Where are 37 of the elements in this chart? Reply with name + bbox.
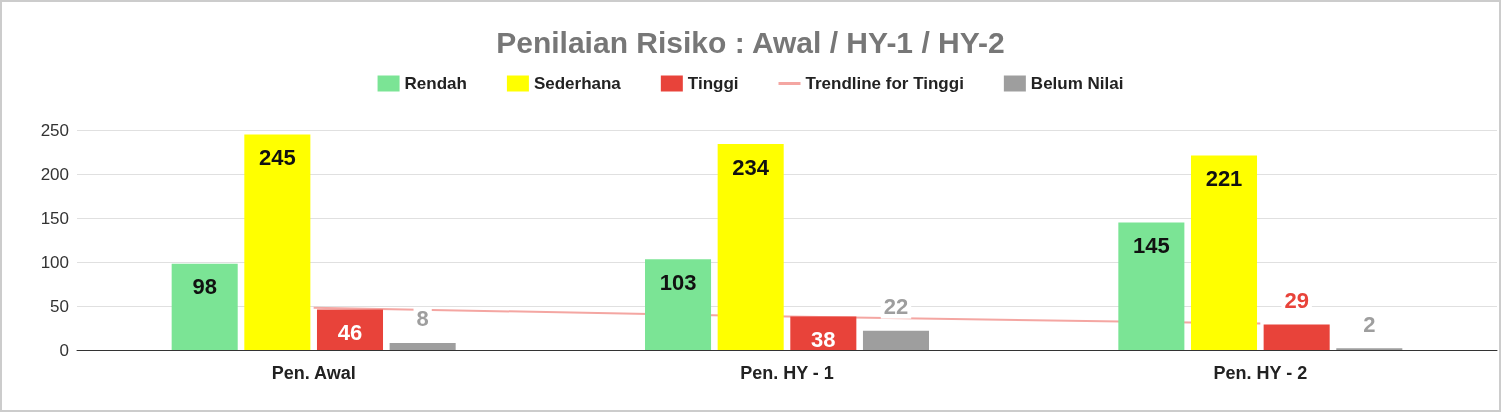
bar <box>244 134 311 350</box>
legend-label: Rendah <box>404 74 467 93</box>
x-tick-label: Pen. HY - 1 <box>740 363 834 383</box>
data-label: 234 <box>732 154 770 180</box>
y-tick-label: 250 <box>40 120 69 140</box>
bar <box>1263 324 1330 350</box>
bar <box>171 263 238 350</box>
y-tick-label: 200 <box>40 164 69 184</box>
data-label: 22 <box>883 294 909 320</box>
legend-label: Belum Nilai <box>1030 74 1124 93</box>
data-label: 221 <box>1205 166 1243 192</box>
y-tick-label: 150 <box>40 208 69 228</box>
x-tick-label: Pen. Awal <box>271 363 356 383</box>
bar <box>645 259 712 350</box>
bar <box>1190 155 1258 350</box>
x-tick-label: Pen. HY - 2 <box>1213 363 1308 383</box>
legend-label: Trendline for Tinggi <box>805 74 964 93</box>
y-tick-label: 50 <box>50 296 69 316</box>
data-label: 245 <box>258 144 296 170</box>
bar <box>316 309 384 350</box>
data-label: 103 <box>659 269 697 295</box>
data-label: 98 <box>192 274 217 300</box>
data-label: 8 <box>416 306 429 332</box>
data-label: 38 <box>811 327 836 353</box>
y-tick-label: 100 <box>40 252 69 272</box>
legend-label: Tinggi <box>687 74 739 93</box>
chart-title: Penilaian Risiko : Awal / HY-1 / HY-2 <box>496 25 1005 59</box>
data-label: 145 <box>1133 232 1170 258</box>
data-label: 29 <box>1284 287 1309 313</box>
data-label: 2 <box>1363 311 1376 337</box>
data-label: 46 <box>337 320 363 346</box>
bar <box>862 330 929 350</box>
legend-label: Sederhana <box>533 74 622 93</box>
bar <box>717 144 784 350</box>
y-tick-label: 0 <box>59 340 69 360</box>
bar <box>389 342 456 350</box>
bar <box>1118 222 1185 350</box>
